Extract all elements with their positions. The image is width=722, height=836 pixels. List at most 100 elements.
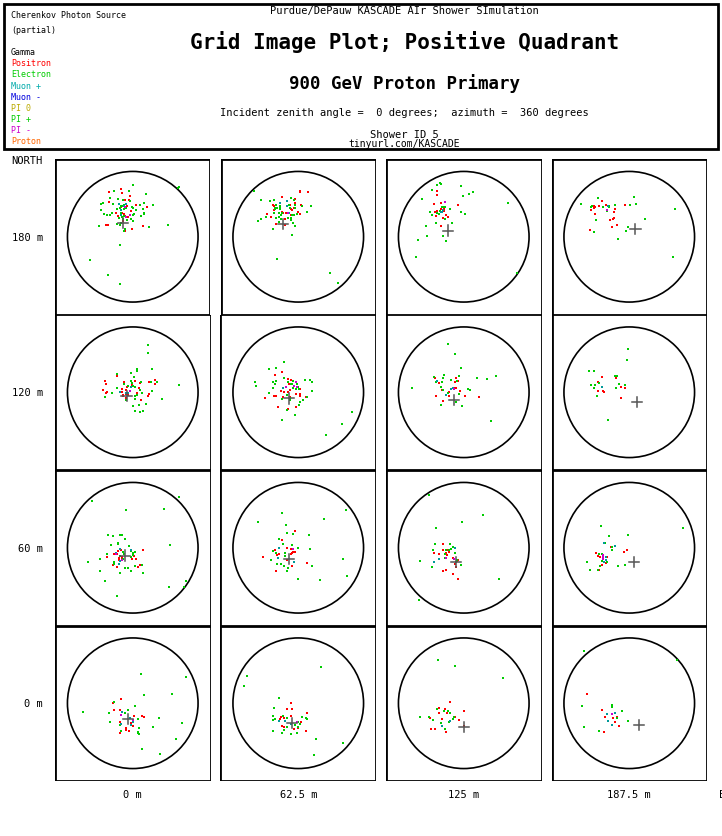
Point bbox=[440, 543, 452, 557]
Point bbox=[173, 182, 184, 196]
Point bbox=[102, 548, 113, 561]
Point bbox=[589, 208, 601, 222]
Point bbox=[104, 716, 116, 729]
Point bbox=[123, 724, 135, 737]
Point bbox=[456, 362, 467, 375]
Point bbox=[440, 564, 452, 578]
Point bbox=[308, 748, 320, 762]
Point bbox=[126, 377, 138, 390]
Point bbox=[273, 692, 284, 706]
Point bbox=[444, 538, 456, 551]
Point bbox=[125, 565, 136, 579]
Point bbox=[589, 201, 601, 214]
Point bbox=[129, 380, 141, 394]
Point bbox=[445, 543, 456, 556]
Point bbox=[114, 201, 126, 215]
Point bbox=[123, 194, 135, 207]
Point bbox=[125, 190, 136, 203]
Text: Purdue/DePauw KASCADE AIr Shower SImulation: Purdue/DePauw KASCADE AIr Shower SImulat… bbox=[270, 6, 539, 16]
Point bbox=[118, 210, 129, 223]
Point bbox=[270, 202, 282, 216]
Point bbox=[438, 372, 449, 385]
Point bbox=[596, 195, 608, 208]
Point bbox=[285, 548, 297, 561]
Point bbox=[295, 395, 306, 409]
Point bbox=[127, 380, 139, 393]
Point bbox=[108, 548, 120, 561]
Point bbox=[94, 565, 105, 579]
Point bbox=[120, 721, 131, 735]
Point bbox=[440, 235, 451, 248]
Point bbox=[129, 390, 141, 403]
Point bbox=[113, 537, 124, 550]
Point bbox=[282, 195, 293, 208]
Point bbox=[101, 551, 113, 564]
Point bbox=[450, 382, 461, 395]
Point bbox=[471, 372, 482, 385]
Point bbox=[434, 701, 445, 715]
Point bbox=[118, 202, 130, 216]
Point bbox=[267, 709, 279, 722]
Point bbox=[252, 215, 264, 228]
Point bbox=[108, 558, 120, 571]
Text: PI +: PI + bbox=[11, 115, 31, 124]
Text: Muon +: Muon + bbox=[11, 81, 41, 90]
Point bbox=[609, 212, 620, 225]
Point bbox=[281, 702, 292, 716]
Point bbox=[444, 203, 456, 217]
Point bbox=[474, 391, 485, 405]
Point bbox=[279, 386, 290, 400]
Point bbox=[134, 728, 145, 742]
Point bbox=[435, 380, 447, 394]
Point bbox=[284, 392, 295, 405]
Point bbox=[427, 714, 438, 727]
Point bbox=[456, 516, 468, 529]
Point bbox=[270, 547, 282, 560]
Point bbox=[273, 715, 284, 728]
Point bbox=[438, 201, 450, 214]
Point bbox=[282, 553, 293, 567]
Point bbox=[286, 378, 297, 391]
Point bbox=[116, 706, 128, 719]
Point bbox=[316, 660, 327, 674]
Point bbox=[176, 716, 188, 730]
Point bbox=[124, 711, 136, 725]
Point bbox=[438, 538, 449, 551]
Point bbox=[282, 207, 294, 221]
Point bbox=[445, 375, 457, 388]
Point bbox=[423, 489, 435, 502]
Point bbox=[126, 201, 138, 215]
Point bbox=[436, 720, 448, 733]
Point bbox=[267, 545, 279, 558]
Point bbox=[137, 203, 149, 217]
Point bbox=[129, 405, 140, 418]
Point bbox=[147, 364, 158, 377]
Point bbox=[435, 220, 446, 233]
Point bbox=[115, 692, 126, 706]
Point bbox=[178, 580, 190, 594]
Point bbox=[449, 547, 461, 560]
Point bbox=[116, 709, 127, 722]
Point bbox=[276, 726, 287, 740]
Point bbox=[285, 374, 297, 387]
Point bbox=[576, 700, 588, 713]
Point bbox=[110, 218, 122, 232]
Point bbox=[238, 679, 250, 692]
Point bbox=[275, 213, 287, 227]
Point bbox=[443, 546, 455, 559]
Point bbox=[292, 381, 303, 395]
Point bbox=[138, 207, 149, 221]
Point bbox=[443, 716, 455, 729]
Point bbox=[264, 195, 276, 208]
Point bbox=[86, 495, 97, 508]
Point bbox=[596, 548, 608, 562]
Text: Cherenkov Photon Source: Cherenkov Photon Source bbox=[11, 11, 126, 20]
Point bbox=[282, 376, 294, 390]
Point bbox=[621, 225, 632, 238]
Point bbox=[451, 553, 463, 567]
Point bbox=[303, 186, 314, 200]
Point bbox=[120, 706, 131, 720]
Point bbox=[439, 548, 451, 561]
Point bbox=[286, 702, 297, 716]
Point bbox=[432, 205, 443, 218]
